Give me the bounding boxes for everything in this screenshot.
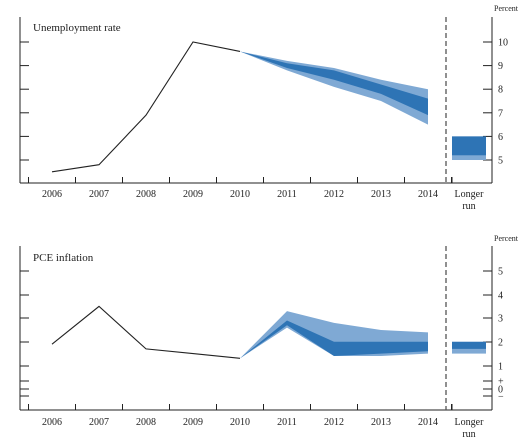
chart-title: PCE inflation	[33, 252, 94, 264]
y-tick-label: 5	[498, 267, 503, 278]
x-tick-label: 2010	[230, 189, 250, 200]
y-tick-label: +	[498, 377, 504, 388]
y-tick-label: 2	[498, 338, 503, 349]
y-tick-label: 4	[498, 291, 503, 302]
x-tick-label-run: run	[462, 201, 475, 212]
chart-title: Unemployment rate	[33, 22, 121, 34]
chart-panel-2: 5 4 3 2 1 +0− Percent PCE inflation 2006 2007 2008…	[19, 234, 519, 440]
unit-label: Percent	[494, 4, 519, 13]
x-tick-label: 2008	[136, 189, 156, 200]
x-tick-label: 2013	[371, 189, 391, 200]
x-tick-label: 2011	[277, 417, 297, 428]
y-tick-label: 5	[498, 156, 503, 167]
x-tick-label: 2014	[418, 417, 438, 428]
longer-run-central-tendency-box	[452, 341, 486, 349]
x-tick-label: 2006	[42, 417, 62, 428]
x-tick-label-run: run	[462, 429, 475, 440]
chart-panel-1: 5 6 7 8 9 10 Percent Unemployment rate 2006 2007 2…	[19, 4, 519, 212]
x-tick-label: 2007	[89, 189, 109, 200]
x-tick-label: 2006	[42, 189, 62, 200]
x-tick-label: 2009	[183, 189, 203, 200]
x-tick-label-longer: Longer	[455, 417, 485, 428]
y-tick-label: 7	[498, 108, 503, 119]
history-line	[51, 305, 241, 359]
history-line	[51, 41, 241, 173]
x-tick-label: 2007	[89, 417, 109, 428]
y-tick-label: 1	[498, 362, 503, 373]
y-tick-label: 9	[498, 61, 503, 72]
x-tick-label: 2012	[324, 417, 344, 428]
x-tick-label: 2009	[183, 417, 203, 428]
y-tick-label: 8	[498, 85, 503, 96]
projection-range-band	[240, 51, 428, 125]
central-tendency-band	[240, 51, 428, 116]
y-tick-label: 0	[498, 385, 503, 396]
x-tick-label: 2013	[371, 417, 391, 428]
x-tick-label: 2011	[277, 189, 297, 200]
x-tick-label: 2012	[324, 189, 344, 200]
y-tick-label: −	[498, 392, 504, 403]
y-tick-label: 6	[498, 132, 503, 143]
x-tick-label: 2010	[230, 417, 250, 428]
central-tendency-band	[240, 320, 428, 359]
y-tick-label: 10	[498, 38, 508, 49]
x-tick-label: 2008	[136, 417, 156, 428]
x-tick-label: 2014	[418, 189, 438, 200]
y-tick-label: 3	[498, 314, 503, 325]
unit-label: Percent	[494, 234, 519, 243]
longer-run-central-tendency-box	[452, 136, 486, 156]
x-tick-label-longer: Longer	[455, 189, 485, 200]
